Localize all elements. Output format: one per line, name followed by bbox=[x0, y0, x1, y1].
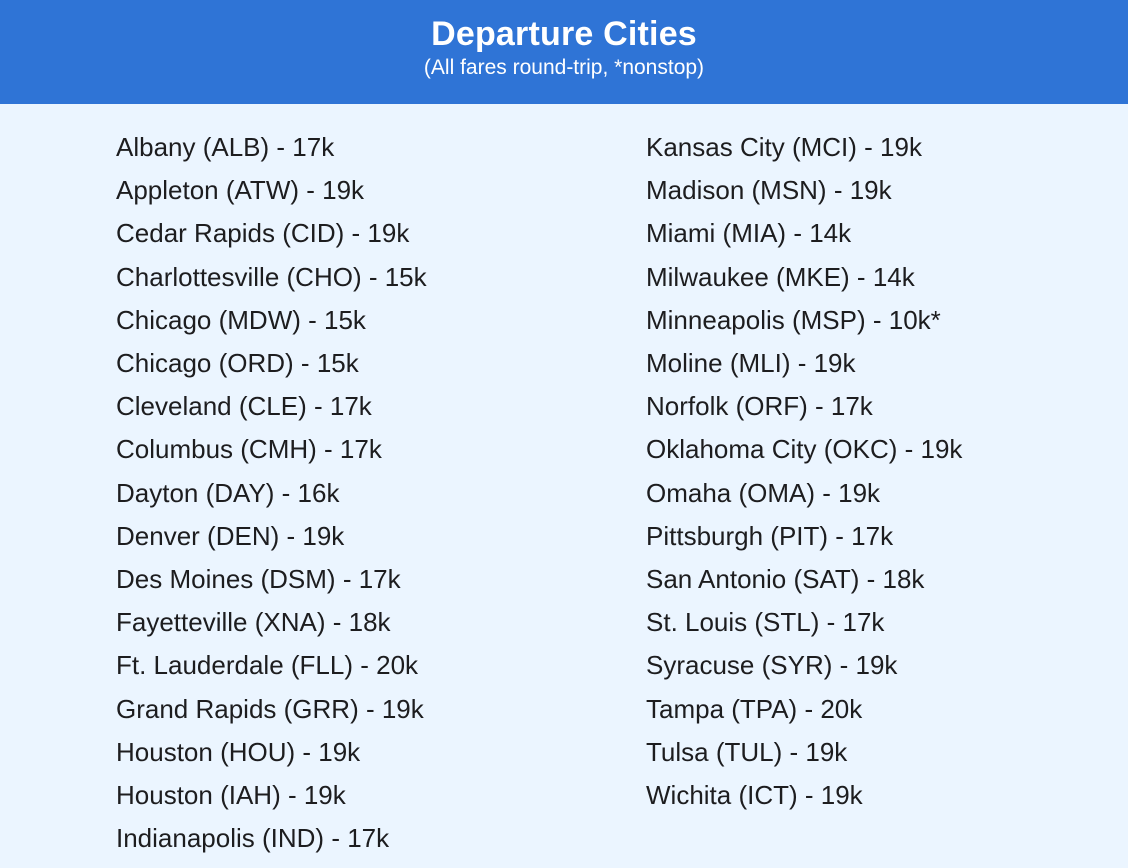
city-list-left-column: Albany (ALB) - 17k Appleton (ATW) - 19k Ce… bbox=[116, 126, 427, 860]
city-list-item: Ft. Lauderdale (FLL) - 20k bbox=[116, 650, 419, 681]
city-list-item: Dayton (DAY) - 16k bbox=[116, 477, 340, 508]
city-list-item: Charlottesville (CHO) - 15k bbox=[116, 261, 427, 292]
city-list-item: Columbus (CMH) - 17k bbox=[116, 434, 382, 465]
city-list-item: Kansas City (MCI) - 19k bbox=[646, 132, 922, 162]
city-list-item: Houston (IAH) - 19k bbox=[116, 780, 346, 811]
city-list-item: Norfolk (ORF) - 17k bbox=[646, 391, 873, 422]
city-list-right-column: Kansas City (MCI) - 19k Madison (MSN) - 1… bbox=[646, 126, 962, 817]
city-list-item: Oklahoma City (OKC) - 19k bbox=[646, 434, 963, 465]
city-list-item: Houston (HOU) - 19k bbox=[116, 736, 361, 767]
city-list-item: Tulsa (TUL) - 19k bbox=[646, 736, 848, 767]
city-list-item: Appleton (ATW) - 19k bbox=[116, 175, 365, 206]
city-list-item: Chicago (MDW) - 15k bbox=[116, 304, 366, 335]
city-list-item: Pittsburgh (PIT) - 17k bbox=[646, 520, 894, 551]
city-list-item: Des Moines (DSM) - 17k bbox=[116, 564, 401, 595]
header-banner: Departure Cities (All fares round-trip, … bbox=[0, 0, 1128, 104]
city-list-item: Chicago (ORD) - 15k bbox=[116, 348, 359, 379]
city-list-item: Grand Rapids (GRR) - 19k bbox=[116, 693, 424, 724]
city-list-item: Indianapolis (IND) - 17k bbox=[116, 823, 390, 854]
city-list-area: Albany (ALB) - 17k Appleton (ATW) - 19k Ce… bbox=[0, 104, 1128, 868]
city-list-item: Minneapolis (MSP) - 10k* bbox=[646, 304, 941, 335]
city-list-item: Omaha (OMA) - 19k bbox=[646, 477, 881, 508]
city-list-item: Madison (MSN) - 19k bbox=[646, 175, 892, 206]
page-title: Departure Cities bbox=[431, 15, 697, 53]
city-list-item: Moline (MLI) - 19k bbox=[646, 348, 856, 379]
city-list-item: Cedar Rapids (CID) - 19k bbox=[116, 218, 410, 249]
city-list-item: Wichita (ICT) - 19k bbox=[646, 780, 863, 811]
city-list-item: Cleveland (CLE) - 17k bbox=[116, 391, 372, 422]
city-list-item: Miami (MIA) - 14k bbox=[646, 218, 852, 249]
page-subtitle: (All fares round-trip, *nonstop) bbox=[423, 56, 705, 79]
city-list-item: Albany (ALB) - 17k bbox=[116, 132, 335, 162]
city-list-item: San Antonio (SAT) - 18k bbox=[646, 564, 925, 595]
city-list-item: Fayetteville (XNA) - 18k bbox=[116, 607, 391, 638]
city-list-item: Denver (DEN) - 19k bbox=[116, 520, 345, 551]
city-list-item: Tampa (TPA) - 20k bbox=[646, 693, 863, 724]
city-list-item: St. Louis (STL) - 17k bbox=[646, 607, 885, 638]
city-list-item: Syracuse (SYR) - 19k bbox=[646, 650, 898, 681]
city-list-item: Milwaukee (MKE) - 14k bbox=[646, 261, 915, 292]
